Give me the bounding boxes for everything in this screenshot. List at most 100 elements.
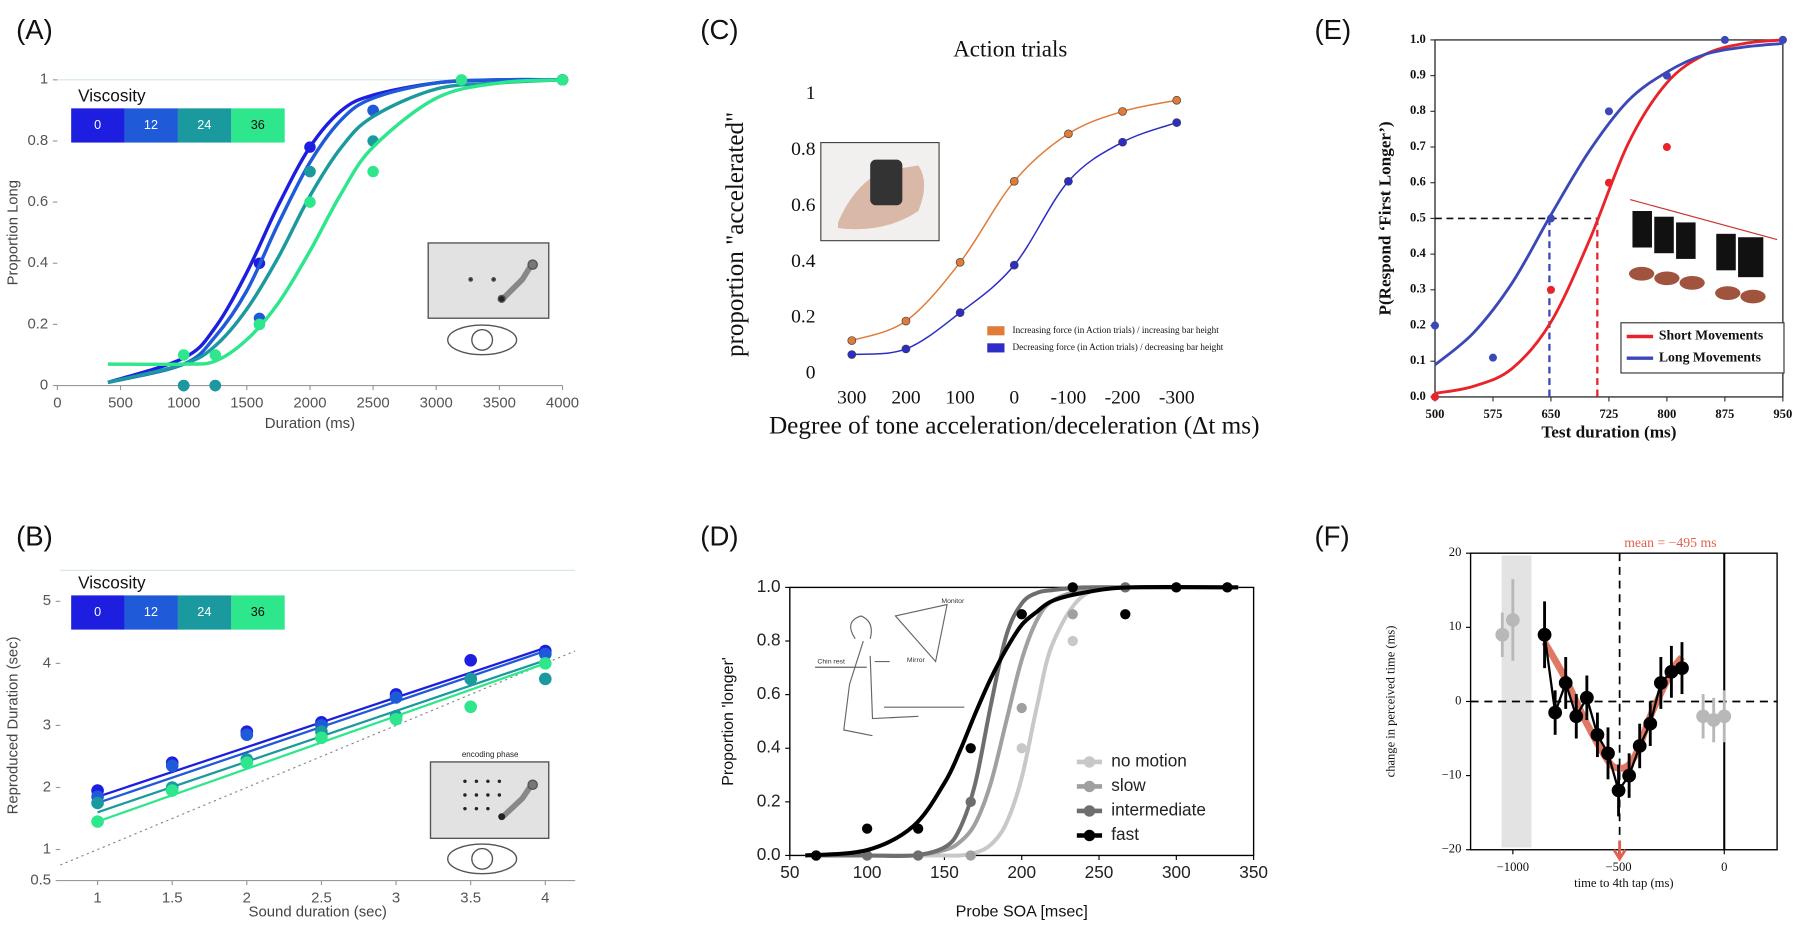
y-tick-label: 4 <box>43 655 51 671</box>
data-point <box>455 74 468 86</box>
y-tick-label: 0 <box>40 377 48 393</box>
data-point <box>177 349 190 361</box>
y-tick-label: 2 <box>43 779 51 795</box>
data-point <box>91 815 104 828</box>
legend-swatch <box>71 595 125 630</box>
y-tick-label: 0 <box>806 363 816 384</box>
legend-label: Long Movements <box>1659 349 1761 364</box>
x-tick-label: -200 <box>1105 388 1141 409</box>
inset-setup-d: Monitor Mirror Chin rest <box>815 598 965 737</box>
legend-label: intermediate <box>1111 800 1206 820</box>
y-tick-label: 0.4 <box>791 251 816 272</box>
data-point <box>91 796 104 810</box>
mean-arrow <box>1612 840 1627 862</box>
legend-label: 36 <box>251 118 265 132</box>
data-point <box>1016 702 1027 714</box>
x-tick-label: 200 <box>1007 862 1036 882</box>
fit-curve <box>107 78 563 367</box>
inset-cartoon-e <box>1629 199 1778 304</box>
y-tick-label: 0.2 <box>1410 317 1426 331</box>
data-point <box>1118 107 1127 116</box>
x-tick-label: −1000 <box>1497 860 1529 874</box>
panel-label: (D) <box>700 521 738 552</box>
panel: (E) 0.0 0.1 0.2 0.3 0.4 0.5 0.6 0.7 0.8 0.9 1.0 500 5… <box>1314 14 1792 441</box>
legend-label: slow <box>1111 775 1146 795</box>
data-point <box>1558 676 1573 690</box>
x-tick-label: 725 <box>1599 407 1618 421</box>
x-tick-label: 2000 <box>293 396 326 412</box>
panel: (F) −20 −10 0 10 20 −1000 −500 0 time to 4th tap … <box>1314 521 1778 890</box>
x-tick-label: 1500 <box>230 396 263 412</box>
legend-swatch <box>231 108 285 143</box>
y-tick-label: 0.0 <box>757 844 781 864</box>
x-tick-label: 100 <box>853 862 882 882</box>
data-point <box>253 318 266 331</box>
chart-title: Action trials <box>953 37 1067 62</box>
legend-label: 24 <box>197 605 211 619</box>
data-point <box>304 165 316 178</box>
data-point <box>1579 690 1594 705</box>
data-point <box>315 731 328 745</box>
y-tick-label: 0.2 <box>791 307 815 328</box>
identity-line <box>60 650 576 866</box>
x-axis-label: Duration (ms) <box>265 416 355 432</box>
data-point <box>1430 321 1440 330</box>
legend-marker <box>1083 780 1096 793</box>
inset-photo-c <box>820 142 940 242</box>
y-axis-label: Reproduced Duration (sec) <box>6 636 22 814</box>
data-point <box>1717 709 1732 724</box>
data-point <box>304 196 316 208</box>
data-point <box>1548 705 1563 720</box>
x-tick-label: 3500 <box>483 396 516 412</box>
panel-label: (E) <box>1314 14 1351 45</box>
x-tick-label: 0 <box>1009 388 1019 409</box>
y-tick-label: 0.7 <box>1410 139 1426 153</box>
x-tick-label: 4 <box>541 891 549 907</box>
y-tick-label: 0.9 <box>1410 68 1426 82</box>
data-point <box>1172 95 1182 105</box>
data-point <box>1064 129 1073 139</box>
panel: (A) 0 0.2 0.4 0.6 0.8 1 0 500 1000 1500 2000 2500 300… <box>6 14 579 432</box>
data-point <box>1222 582 1233 593</box>
y-tick-label: 0.4 <box>27 255 48 271</box>
y-tick-label: 0.0 <box>1410 389 1426 403</box>
data-point <box>389 691 403 704</box>
data-point <box>1601 746 1615 761</box>
y-tick-label: 0.8 <box>1410 103 1426 117</box>
data-point <box>965 743 976 754</box>
y-tick-label: 0.5 <box>1410 210 1426 224</box>
svg-text:encoding phase: encoding phase <box>462 750 519 759</box>
legend-label: Increasing force (in Action trials) / in… <box>1013 325 1220 335</box>
x-tick-label: 1.5 <box>162 891 183 907</box>
y-tick-label: 0.8 <box>27 133 48 149</box>
legend-label: 0 <box>94 118 101 132</box>
legend-marker <box>1083 805 1096 817</box>
data-point <box>861 850 873 861</box>
x-tick-label: 950 <box>1773 407 1792 421</box>
data-point <box>464 700 477 714</box>
legend-marker <box>1083 756 1096 768</box>
data-point <box>240 756 254 769</box>
x-tick-label: 575 <box>1484 407 1503 421</box>
x-tick-label: -100 <box>1051 388 1087 409</box>
data-point <box>1064 176 1073 186</box>
y-tick-label: 0.6 <box>27 194 48 210</box>
x-tick-label: 150 <box>930 862 959 882</box>
x-tick-label: 350 <box>1239 862 1268 882</box>
x-tick-label: 200 <box>891 388 920 409</box>
x-tick-label: 0 <box>1721 860 1727 874</box>
panel-label: (A) <box>16 14 53 45</box>
x-tick-label: 300 <box>1162 862 1191 882</box>
fit-curve <box>1434 38 1783 395</box>
legend-swatch <box>231 595 285 630</box>
panel: (D) 0.0 0.2 0.4 0.6 0.8 1.0 50 100 150 200 250 300 35… <box>700 521 1268 921</box>
data-point <box>1505 613 1520 627</box>
data-point <box>1016 743 1027 754</box>
y-axis-label: change in perceived time (ms) <box>1383 626 1397 778</box>
data-point <box>1067 635 1078 647</box>
x-axis-label: Test duration (ms) <box>1541 422 1676 441</box>
data-point <box>1653 676 1668 690</box>
legend-label: 12 <box>144 605 158 619</box>
y-tick-label: 0.8 <box>757 630 781 650</box>
